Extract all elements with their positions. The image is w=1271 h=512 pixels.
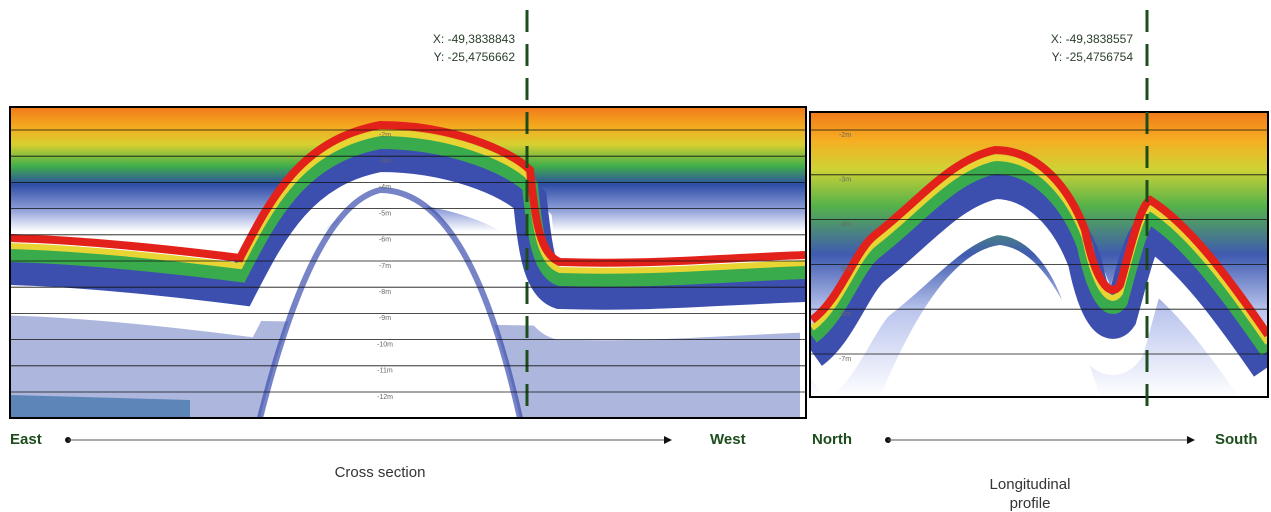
caption: profile xyxy=(1010,495,1051,512)
depth-label: -8m xyxy=(379,289,391,296)
depth-label: -10m xyxy=(377,341,393,348)
coordinate-y: Y: -25,4756662 xyxy=(434,50,516,64)
depth-label: -4m xyxy=(379,184,391,191)
depth-label: -9m xyxy=(379,315,391,322)
depth-label: -2m xyxy=(839,132,851,139)
depth-label: -3m xyxy=(379,158,391,165)
coordinate-x: X: -49,3838843 xyxy=(433,32,515,46)
depth-label: -6m xyxy=(839,311,851,318)
depth-label: -7m xyxy=(379,263,391,270)
depth-label: -5m xyxy=(839,266,851,273)
caption: Longitudinal xyxy=(990,476,1071,493)
depth-label: -5m xyxy=(379,210,391,217)
depth-label: -11m xyxy=(377,368,393,375)
depth-label: -4m xyxy=(839,221,851,228)
panel-frame xyxy=(809,111,1269,398)
depth-label: -6m xyxy=(379,237,391,244)
depth-label: -3m xyxy=(839,177,851,184)
coordinate-y: Y: -25,4756754 xyxy=(1052,50,1134,64)
direction-arrow xyxy=(664,436,672,444)
caption: Cross section xyxy=(335,464,426,481)
depth-label: -2m xyxy=(379,132,391,139)
depth-label: -7m xyxy=(839,356,851,363)
longitudinal-echogram xyxy=(810,112,1268,397)
direction-arrow xyxy=(1187,436,1195,444)
coordinate-x: X: -49,3838557 xyxy=(1051,32,1133,46)
panel-frame xyxy=(9,106,807,419)
direction-start: North xyxy=(812,431,852,448)
direction-start: East xyxy=(10,431,42,448)
direction-end: South xyxy=(1215,431,1258,448)
cross-section-echogram xyxy=(10,107,806,418)
depth-label: -12m xyxy=(377,394,393,401)
direction-end: West xyxy=(710,431,746,448)
